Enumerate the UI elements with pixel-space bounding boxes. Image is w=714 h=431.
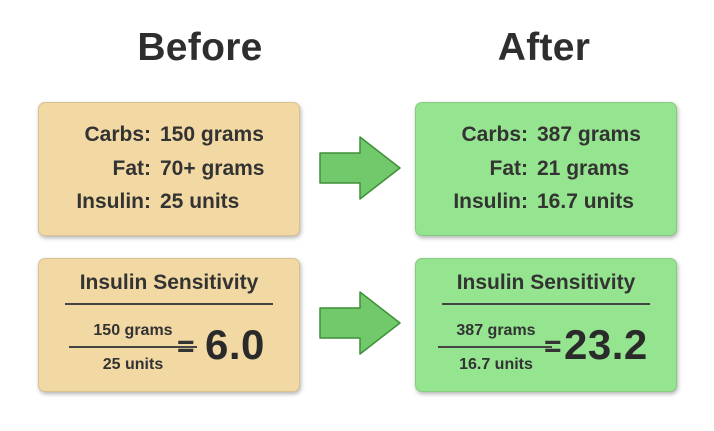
before-fat-label: Fat:: [112, 157, 152, 180]
before-stats-card: Carbs: 150 grams Fat: 70+ grams Insulin:…: [38, 102, 300, 236]
before-denominator: 25 units: [102, 356, 164, 373]
after-stats-card: Carbs: 387 grams Fat: 21 grams Insulin: …: [415, 102, 677, 236]
after-carbs-label: Carbs:: [461, 123, 528, 146]
before-insulin-value: 25 units: [160, 190, 240, 213]
right-arrow-icon: [319, 291, 401, 355]
before-fat-row: Fat: 70+ grams: [39, 157, 299, 187]
before-equals-sign: =: [177, 330, 195, 363]
after-fat-label: Fat:: [489, 157, 529, 180]
before-title: Before: [137, 26, 263, 69]
before-fat-value: 70+ grams: [160, 157, 265, 180]
before-insulin-row: Insulin: 25 units: [39, 190, 299, 220]
after-carbs-row: Carbs: 387 grams: [416, 123, 676, 153]
after-title-rule: [442, 303, 650, 305]
after-denominator: 16.7 units: [459, 356, 533, 373]
after-fat-value: 21 grams: [537, 157, 630, 180]
after-carbs-value: 387 grams: [537, 123, 641, 146]
after-fraction-line: [438, 346, 552, 348]
before-carbs-value: 150 grams: [160, 123, 264, 146]
before-title-rule: [65, 303, 273, 305]
before-sensitivity-result: 6.0: [205, 321, 265, 368]
before-insulin-label: Insulin:: [76, 190, 151, 213]
after-fat-row: Fat: 21 grams: [416, 157, 676, 187]
before-numerator: 150 grams: [93, 322, 173, 339]
right-arrow-icon: [319, 136, 401, 200]
after-numerator: 387 grams: [456, 322, 536, 339]
before-carbs-row: Carbs: 150 grams: [39, 123, 299, 153]
after-title: After: [497, 26, 591, 69]
after-insulin-label: Insulin:: [453, 190, 528, 213]
before-carbs-label: Carbs:: [84, 123, 151, 146]
after-insulin-value: 16.7 units: [537, 190, 634, 213]
after-equals-sign: =: [544, 330, 562, 363]
after-sensitivity-result: 23.2: [564, 321, 648, 368]
before-sensitivity-card: Insulin Sensitivity 150 grams 25 units =…: [38, 258, 300, 392]
after-sensitivity-card: Insulin Sensitivity 387 grams 16.7 units…: [415, 258, 677, 392]
before-fraction-line: [69, 346, 197, 348]
after-sensitivity-title: Insulin Sensitivity: [456, 271, 636, 294]
before-sensitivity-title: Insulin Sensitivity: [79, 271, 259, 294]
after-insulin-row: Insulin: 16.7 units: [416, 190, 676, 220]
